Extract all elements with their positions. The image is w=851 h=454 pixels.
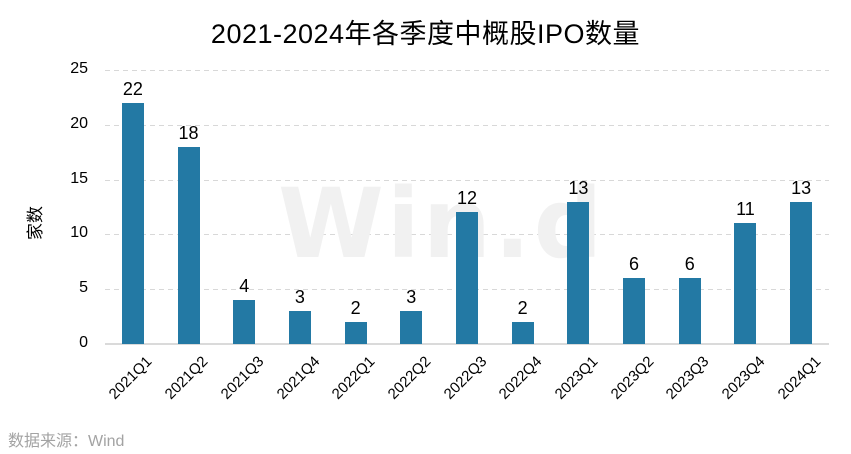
x-tick-label-2022Q3: 2022Q3 xyxy=(440,353,491,403)
x-tick-label-2023Q1: 2023Q1 xyxy=(551,353,602,403)
bar-2023Q2 xyxy=(623,278,646,344)
x-tick-label-2022Q4: 2022Q4 xyxy=(495,353,546,403)
y-tick-label-10: 10 xyxy=(70,224,88,242)
bar-2023Q4 xyxy=(734,223,757,344)
y-tick-label-5: 5 xyxy=(79,279,88,297)
y-tick-label-25: 25 xyxy=(70,60,88,77)
y-tick-label-20: 20 xyxy=(70,114,88,132)
x-tick-label-2024Q1: 2024Q1 xyxy=(774,353,825,403)
y-tick-label-0: 0 xyxy=(79,334,88,351)
bar-2024Q1 xyxy=(790,201,813,344)
x-tick-label-2021Q2: 2021Q2 xyxy=(161,353,212,403)
bar-2021Q4 xyxy=(288,311,311,344)
source-note: 数据来源：Wind xyxy=(8,433,125,450)
x-tick-label-2022Q2: 2022Q2 xyxy=(384,353,435,403)
bar-2023Q3 xyxy=(678,278,701,344)
bar-2022Q3 xyxy=(456,212,478,344)
bar-2022Q1 xyxy=(344,322,367,344)
x-tick-label-2021Q4: 2021Q4 xyxy=(273,353,323,403)
x-axis-line xyxy=(105,343,829,345)
gridline-25 xyxy=(105,70,829,71)
x-tick-label-2021Q1: 2021Q1 xyxy=(106,353,156,403)
plot-area: 22 18 4 3 2 3 12 2 13 6 6 11 13 xyxy=(105,70,829,345)
bar-2021Q1 xyxy=(121,102,144,344)
gridline-15 xyxy=(105,179,829,181)
bar-2022Q2 xyxy=(400,311,423,344)
x-tick-label-2021Q3: 2021Q3 xyxy=(217,353,268,403)
gridline-20 xyxy=(105,124,829,126)
bar-layer xyxy=(105,70,829,344)
bar-2022Q4 xyxy=(511,322,534,344)
x-tick-label-2022Q1: 2022Q1 xyxy=(328,353,379,403)
y-tick-label-15: 15 xyxy=(70,169,88,187)
bar-2023Q1 xyxy=(567,201,590,344)
x-tick-label-2023Q2: 2023Q2 xyxy=(607,353,658,403)
bar-2021Q2 xyxy=(177,146,200,344)
x-tick-label-2023Q4: 2023Q4 xyxy=(718,353,769,403)
chart-title: 2021-2024年各季度中概股IPO数量 xyxy=(210,19,641,49)
x-tick-label-2023Q3: 2023Q3 xyxy=(663,353,713,403)
bar-2021Q3 xyxy=(233,300,256,344)
wind-watermark: Win.d xyxy=(278,168,606,280)
